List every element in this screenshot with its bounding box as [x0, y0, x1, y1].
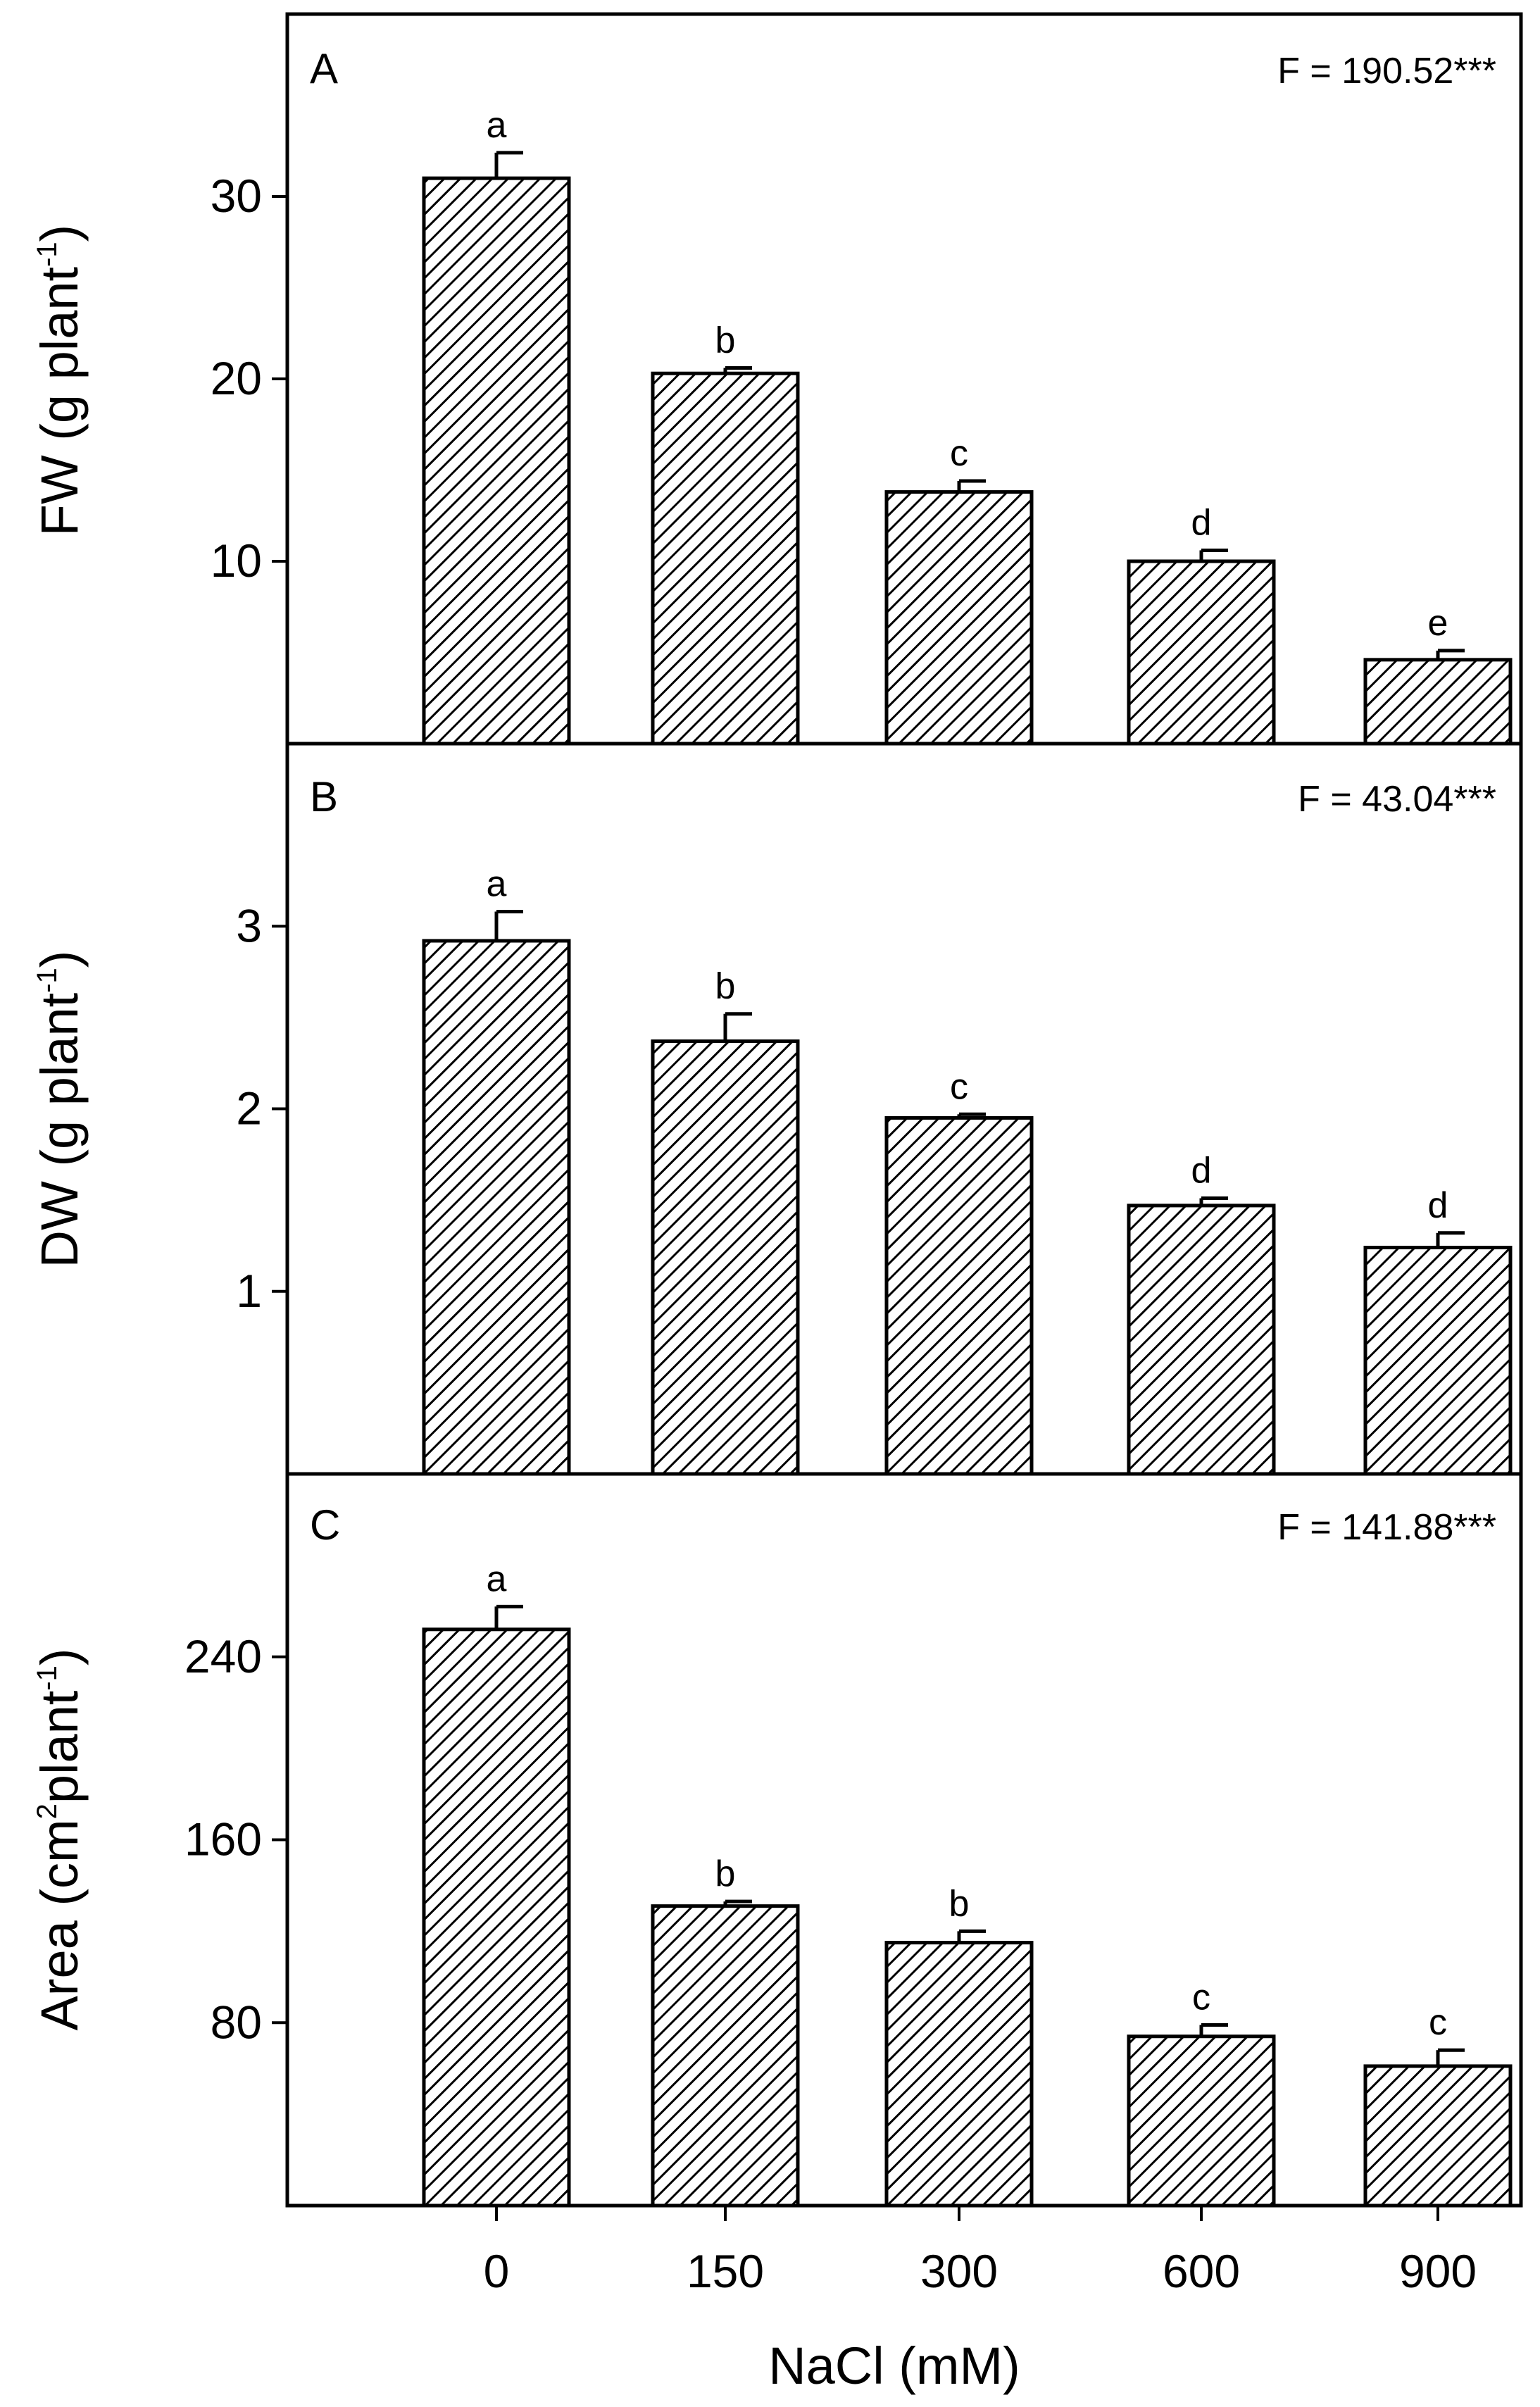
panel-b-y-tick-label: 2: [236, 1082, 262, 1134]
panel-b-sig-letter: a: [487, 864, 507, 905]
panel-c-f-stat: F = 141.88***: [1277, 1507, 1496, 1548]
panel-c-letter: C: [310, 1501, 340, 1549]
panel-c-y-tick-label: 80: [211, 1996, 262, 2048]
panel-a-y-axis-title-end: ): [30, 225, 89, 242]
x-axis-title: NaCl (mM): [768, 2337, 1020, 2395]
panel-c-sig-letter: b: [949, 1883, 970, 1924]
panel-c-bar: [884, 1941, 1034, 2208]
panel-a-y-tick-label: 20: [211, 352, 262, 404]
x-tick-label: 300: [920, 2245, 998, 2297]
panel-b-f-stat: F = 43.04***: [1298, 779, 1496, 820]
panel-a-y-tick-label: 30: [211, 170, 262, 222]
panel-a-bar: [422, 176, 571, 746]
panel-a-marks: 10 20 30 a b c d e: [211, 105, 1513, 746]
panel-c-y-tick-label: 240: [184, 1630, 262, 1682]
panel-b-y-tick-label: 3: [236, 899, 262, 951]
x-tick-label: 600: [1163, 2245, 1240, 2297]
panel-b-sig-letter: c: [950, 1066, 968, 1107]
x-tick-label: 150: [687, 2245, 764, 2297]
panel-a-bar: [1363, 658, 1513, 746]
panel-b-y-axis-title: DW (g plant-1): [30, 951, 89, 1268]
panel-b-y-axis-title-end: ): [30, 951, 89, 968]
panel-b-sig-letter: d: [1191, 1151, 1212, 1192]
panel-c-y-axis-title-sup2: -1: [32, 1665, 63, 1691]
panel-a-sig-letter: e: [1428, 603, 1448, 644]
panel-b-y-tick-label: 1: [236, 1265, 262, 1317]
panel-a-letter: A: [310, 45, 338, 92]
panel-c-sig-letter: c: [1429, 2002, 1447, 2043]
panel-b-bar: [651, 1039, 800, 1476]
panel-c-bar: [422, 1627, 571, 2208]
panel-a-bar: [1127, 559, 1276, 746]
x-tick-label: 0: [484, 2245, 510, 2297]
panel-a-f-stat: F = 190.52***: [1277, 51, 1496, 92]
panel-a-y-axis-title: FW (g plant-1): [30, 225, 89, 537]
panel-a-bar: [651, 371, 800, 746]
panel-c-y-tick-label: 160: [184, 1813, 262, 1865]
panel-c-sig-letter: b: [715, 1853, 736, 1894]
panel-c-y-axis-title-main: Area (cm: [30, 1819, 89, 2030]
panel-a-y-axis-title-main: FW (g plant: [30, 266, 89, 536]
panel-a-sig-letter: a: [487, 105, 507, 146]
panel-b-bar: [1127, 1204, 1276, 1476]
x-tick-label: 900: [1399, 2245, 1477, 2297]
panel-c-sig-letter: c: [1192, 1977, 1210, 2018]
panel-c-y-axis-title-mid: plant: [30, 1690, 89, 1803]
panel-b-sig-letter: b: [715, 966, 736, 1007]
panel-c-y-axis-title: Area (cm2plant-1): [30, 1648, 89, 2030]
panel-b-y-axis-title-sup: -1: [32, 968, 63, 993]
panel-b-bar: [422, 939, 571, 1476]
panel-b-bar: [1363, 1246, 1513, 1476]
panel-a-sig-letter: c: [950, 433, 968, 474]
panel-c-bar: [1127, 2034, 1276, 2208]
panel-c-y-axis-title-end: ): [30, 1648, 89, 1665]
panel-c-marks: 80 160 240 a b b c c: [184, 1558, 1513, 2208]
panel-c-y-axis-title-sup: 2: [32, 1803, 63, 1819]
panel-c-sig-letter: a: [487, 1558, 507, 1599]
panel-a-sig-letter: b: [715, 320, 736, 361]
panel-c-bar: [1363, 2064, 1513, 2208]
panel-b-y-axis-title-main: DW (g plant: [30, 992, 89, 1268]
panel-a-sig-letter: d: [1191, 502, 1212, 543]
panel-b-sig-letter: d: [1428, 1185, 1448, 1226]
panel-a-y-axis-title-sup: -1: [32, 242, 63, 267]
x-axis-marks: 0 150 300 600 900: [484, 2206, 1477, 2297]
panel-b-letter: B: [310, 773, 338, 820]
panel-a-y-tick-label: 10: [211, 534, 262, 587]
panel-b-bar: [884, 1115, 1034, 1476]
panel-a-bar: [884, 490, 1034, 746]
panel-b-marks: 1 2 3 a b c d d: [236, 864, 1513, 1476]
panel-c-bar: [651, 1904, 800, 2208]
